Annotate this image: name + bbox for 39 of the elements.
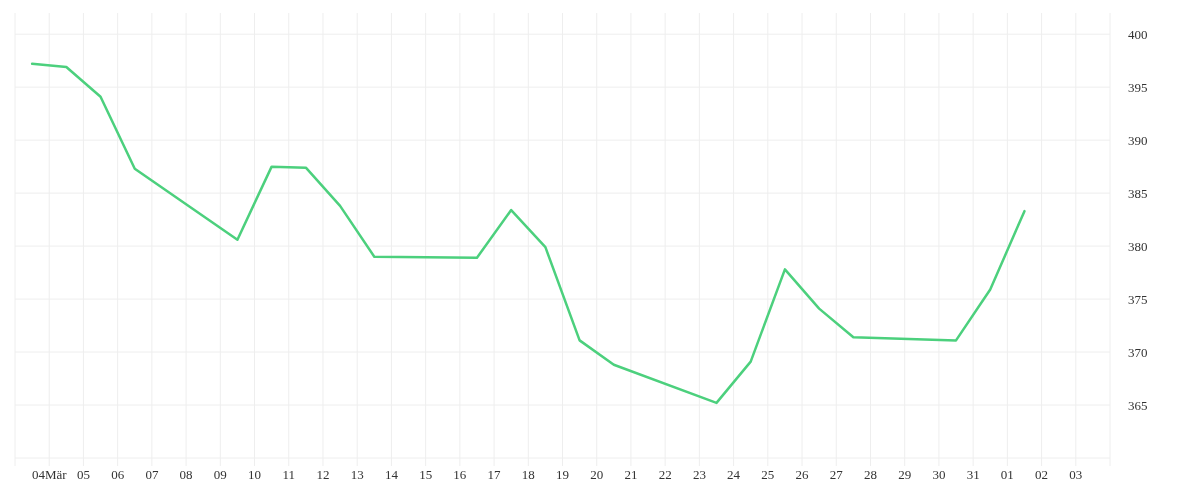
x-tick-label: 13 (350, 467, 364, 482)
x-tick-label: 25 (761, 467, 775, 482)
x-tick-label: 29 (898, 467, 912, 482)
x-tick-label: 26 (795, 467, 810, 482)
x-tick-label: 04Mär (31, 467, 68, 482)
x-tick-label: 12 (316, 467, 330, 482)
y-tick-label: 375 (1128, 291, 1148, 307)
x-tick-label: 30 (932, 467, 946, 482)
x-tick-label: 22 (658, 467, 672, 482)
x-tick-label: 01 (1000, 467, 1014, 482)
x-tick-label: 11 (282, 467, 296, 482)
x-tick-label: 24 (727, 467, 741, 482)
y-tick-label: 385 (1128, 185, 1148, 201)
x-tick-label: 14 (384, 467, 399, 482)
x-tick-label: 03 (1069, 467, 1083, 482)
y-tick-label: 365 (1128, 397, 1148, 413)
x-tick-label: 06 (111, 467, 125, 482)
x-tick-label: 15 (419, 467, 433, 482)
x-tick-label: 20 (590, 467, 604, 482)
y-tick-label: 395 (1128, 79, 1148, 95)
y-tick-label: 400 (1128, 26, 1148, 42)
x-tick-label: 21 (624, 467, 638, 482)
x-tick-label: 07 (145, 467, 159, 482)
x-tick-label: 19 (556, 467, 569, 482)
x-tick-label: 05 (76, 467, 90, 482)
y-tick-label: 370 (1128, 344, 1148, 360)
x-tick-label: 10 (248, 467, 262, 482)
x-tick-label: 27 (829, 467, 844, 482)
x-tick-label: 09 (213, 467, 227, 482)
x-tick-label: 08 (179, 467, 193, 482)
x-tick-label: 23 (692, 467, 706, 482)
x-tick-label: 18 (521, 467, 535, 482)
x-tick-label: 28 (863, 467, 877, 482)
x-tick-label: 31 (966, 467, 980, 482)
y-tick-label: 380 (1128, 238, 1148, 254)
y-tick-label: 390 (1128, 132, 1148, 148)
x-tick-label: 02 (1035, 467, 1049, 482)
x-tick-label: 17 (487, 467, 502, 482)
x-tick-label: 16 (453, 467, 467, 482)
